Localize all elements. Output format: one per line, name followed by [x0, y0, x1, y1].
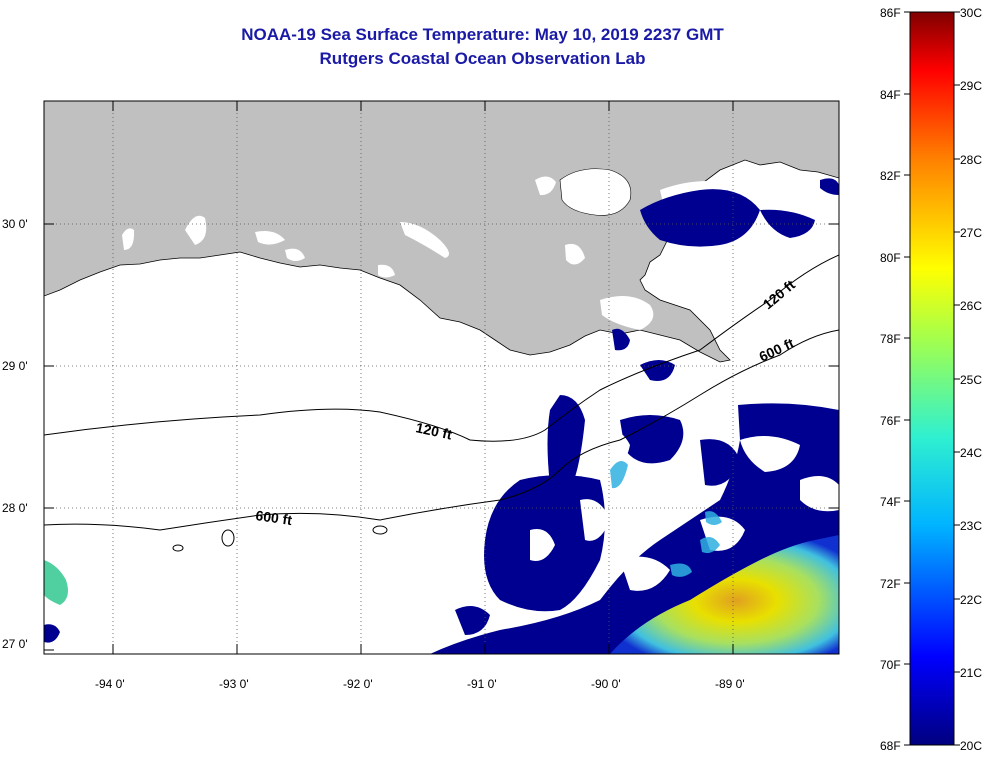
colorbar-f-label: 70F — [880, 658, 901, 672]
colorbar-c-label: 29C — [960, 79, 982, 93]
lat-label: 30 0' — [2, 217, 28, 231]
colorbar-c-label: 30C — [960, 6, 982, 20]
map-title: NOAA-19 Sea Surface Temperature: May 10,… — [241, 25, 724, 44]
colorbar-c-label: 24C — [960, 446, 982, 460]
lake-small-5 — [400, 222, 449, 258]
colorbar-f-label: 68F — [880, 739, 901, 753]
lon-label: -94 0' — [95, 677, 125, 691]
lake-small-2 — [185, 215, 207, 245]
isobath-label-600-west: 600 ft — [255, 507, 294, 528]
west-warm-patch — [44, 560, 68, 605]
lat-label: 27 0' — [2, 637, 28, 651]
colorbar-f-label: 80F — [880, 251, 901, 265]
isobath-label-120-west: 120 ft — [414, 419, 453, 442]
mid-temp-streaks — [610, 461, 722, 577]
map-subtitle: Rutgers Coastal Ocean Observation Lab — [319, 49, 646, 68]
colorbar-c-label: 27C — [960, 226, 982, 240]
mississippi-delta-water — [600, 296, 654, 330]
colorbar-c-label: 28C — [960, 153, 982, 167]
colorbar — [909, 11, 955, 746]
colorbar-c-label: 25C — [960, 373, 982, 387]
colorbar-f-label: 76F — [880, 414, 901, 428]
lon-label: -93 0' — [219, 677, 249, 691]
isobath-lines — [44, 254, 839, 552]
lat-label: 28 0' — [2, 501, 28, 515]
lon-label: -92 0' — [343, 677, 373, 691]
colorbar-c-label: 20C — [960, 739, 982, 753]
lake-small-8 — [378, 264, 395, 278]
warm-water-region — [610, 535, 839, 654]
colorbar-ticks — [904, 11, 960, 746]
colorbar-f-label: 84F — [880, 88, 901, 102]
map-border — [43, 100, 840, 655]
lake-pontchartrain — [559, 168, 632, 216]
colorbar-c-label: 21C — [960, 666, 982, 680]
lake-small-4 — [285, 248, 305, 261]
lon-label: -90 0' — [591, 677, 621, 691]
colorbar-f-label: 82F — [880, 169, 901, 183]
lake-small-3 — [255, 231, 285, 245]
lake-small-6 — [122, 228, 135, 250]
lake-small-1 — [535, 176, 556, 196]
lon-label: -89 0' — [715, 677, 745, 691]
colorbar-f-label: 78F — [880, 332, 901, 346]
grid-lines — [44, 101, 839, 654]
lon-label: -91 0' — [467, 677, 497, 691]
colorbar-f-label: 72F — [880, 577, 901, 591]
colorbar-f-label: 86F — [880, 6, 901, 20]
lake-small-7 — [565, 243, 585, 265]
axis-ticks — [44, 101, 839, 654]
colorbar-f-label: 74F — [880, 495, 901, 509]
colorbar-c-label: 22C — [960, 593, 982, 607]
lat-label: 29 0' — [2, 359, 28, 373]
colorbar-c-label: 23C — [960, 519, 982, 533]
colorbar-c-label: 26C — [960, 299, 982, 313]
